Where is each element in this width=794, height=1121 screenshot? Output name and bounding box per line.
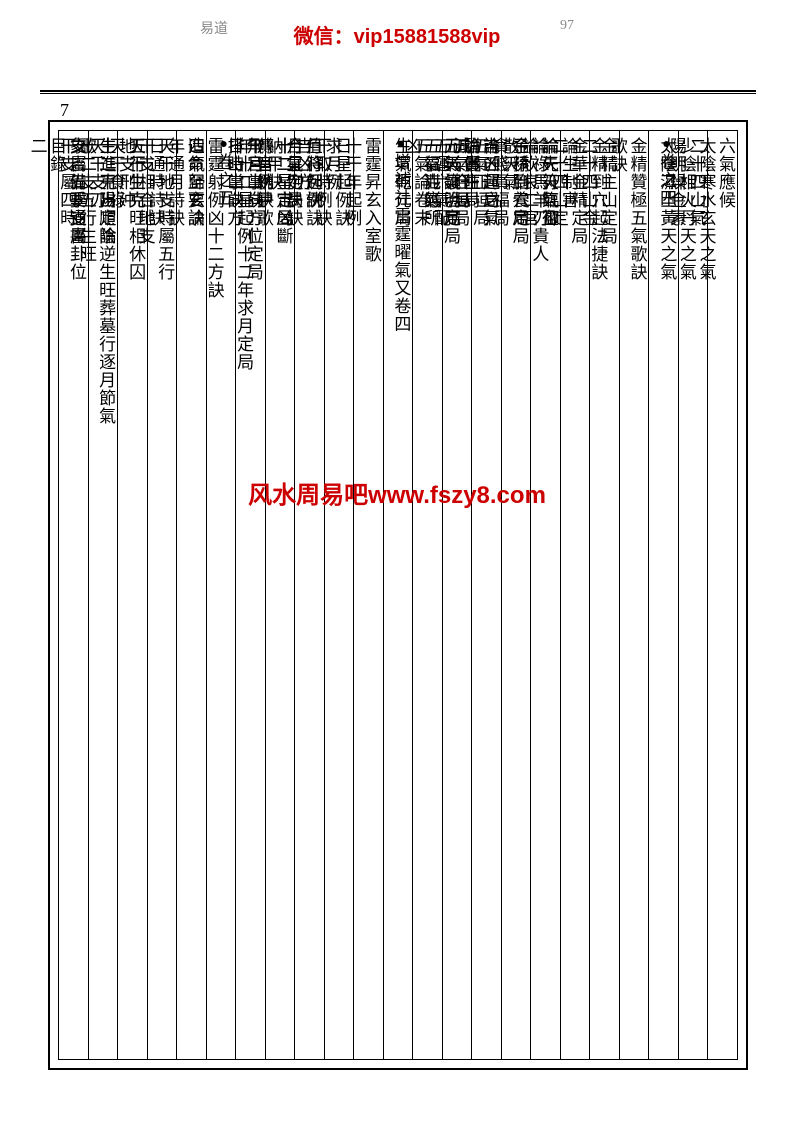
text-column-grid: 六氣應候太陰寒水玄天之氣少陰相火丹天之氣太陰濕土黃天之氣二十四山氣陽明燥金素卷之… [58,130,738,1060]
text-segment: 象吉備要通書 [66,137,86,1053]
text-column: 造命至要訣年通月詩訣日通時詩訣五行生克旺相休囚 [177,131,207,1059]
text-column: 象吉備要通書目錄二 [59,131,89,1059]
text-segment: 一福泄氣所 [420,137,440,1053]
book-page-frame: 六氣應候太陰寒水玄天之氣少陰相火丹天之氣太陰濕土黃天之氣二十四山氣陽明燥金素卷之… [48,120,748,1070]
text-segment: 值符例訣 [302,137,322,1053]
text-segment: 年月山向方位定局 [243,137,263,1053]
text-segment: 二 [27,137,47,1053]
text-column: 天干生克天干食祿天干支刃支屬五季支屬卦位 [118,131,148,1059]
section-heading: 卷之四 [656,137,676,1053]
text-segment: 金精贊極五氣歌訣 [627,137,647,1053]
text-segment: 金精主山定局 [597,137,617,1053]
watermark-middle: 风水周易吧www.fszy8.com [248,475,546,510]
text-column: 十二星定局八宮納甲歌年十二星起例十二年求月定局 [266,131,296,1059]
text-segment: 十二干陽順陰逆生旺葬墓行逐月節氣 [96,137,116,1053]
text-segment: 雷霆昇玄入室歌 [361,137,381,1053]
text-column: 金精贊極五氣歌訣歌訣金精到穴起法捷訣 [620,131,650,1059]
text-segment: 造命至要訣 [184,137,204,1053]
text-column: 一福泄氣所凶 [413,131,443,1059]
text-segment: 二十四山氣 [686,137,706,1053]
text-column: 卷之五 [207,131,237,1059]
text-column: 日星起例訣干取時例訣吉凶方十二星吉凶斷傳音例訣 [325,131,355,1059]
text-segment: 六氣應候 [715,137,735,1053]
text-column: 六氣應候太陰寒水玄天之氣少陰相火丹天之氣太陰濕土黃天之氣 [708,131,737,1059]
text-column: 值符例訣合氣例訣納甲訣飛宮掌訣排山掌訣 [295,131,325,1059]
text-segment: 天干生克 [125,137,145,1053]
text-column: 雷霆昇玄入室歌十干年起例求月例月將起例訣月星定局訣 [354,131,384,1059]
text-column: 天干地支時屬五行干支相合地支地支刑沖生進克出定論十二支五行生旺 [148,131,178,1059]
text-column: 金精主山定局二十四山金論生制害論天符臨御 [590,131,620,1059]
text-column: 年月山向方位定局日時山向方雷霆射例凶十二方訣四氣歸玄論 [236,131,266,1059]
text-column: 吉凶起局駢儷旺局元氣護明局五氣克應 [472,131,502,1059]
text-segment: 金華金精定局 [568,137,588,1053]
header-page-number: 97 [560,18,574,34]
text-column: 二十四山氣陽明燥金素 [679,131,709,1059]
text-segment: 目錄 [47,137,67,1053]
header-left-label: 易道 [200,18,228,38]
text-column: 金華金精定局二十四山定論祿馬羊刃貴人金精到穴定局 [561,131,591,1059]
section-heading: 卷之五 [214,137,234,1053]
watermark-top: 微信：vip15881588vip [294,20,501,49]
text-column: 增補社雷霆曜氣又卷四 [384,131,414,1059]
text-segment: 十二星定局 [273,137,293,1053]
text-segment: 吉凶起局 [479,137,499,1053]
text-segment: 天干地支時屬五行 [155,137,175,1053]
left-page-number: 7 [60,100,69,121]
text-segment: 減氣合垣局 [450,137,470,1053]
section-heading: 增補社雷霆曜氣又卷四 [391,137,411,1053]
text-column: 減氣合垣局五運六氣配五氣論卷末生氣乾元局 [443,131,473,1059]
text-column: 十二干陽順陰逆生旺葬墓行逐月節氣歌干支屬四時 [89,131,119,1059]
top-rule [40,90,756,94]
text-segment: 日星起例訣 [332,137,352,1053]
text-column: 論先天氣盈論坎哀二宮散天氣論五運之氣論貴生五天氣治定局 [531,131,561,1059]
text-column: 卷之四 [649,131,679,1059]
text-segment: 子孫胎養局 [509,137,529,1053]
text-segment: 論先天氣盈 [538,137,558,1053]
text-column: 子孫胎養局貪賤貢福局五氣正垣局五氣旺局 [502,131,532,1059]
